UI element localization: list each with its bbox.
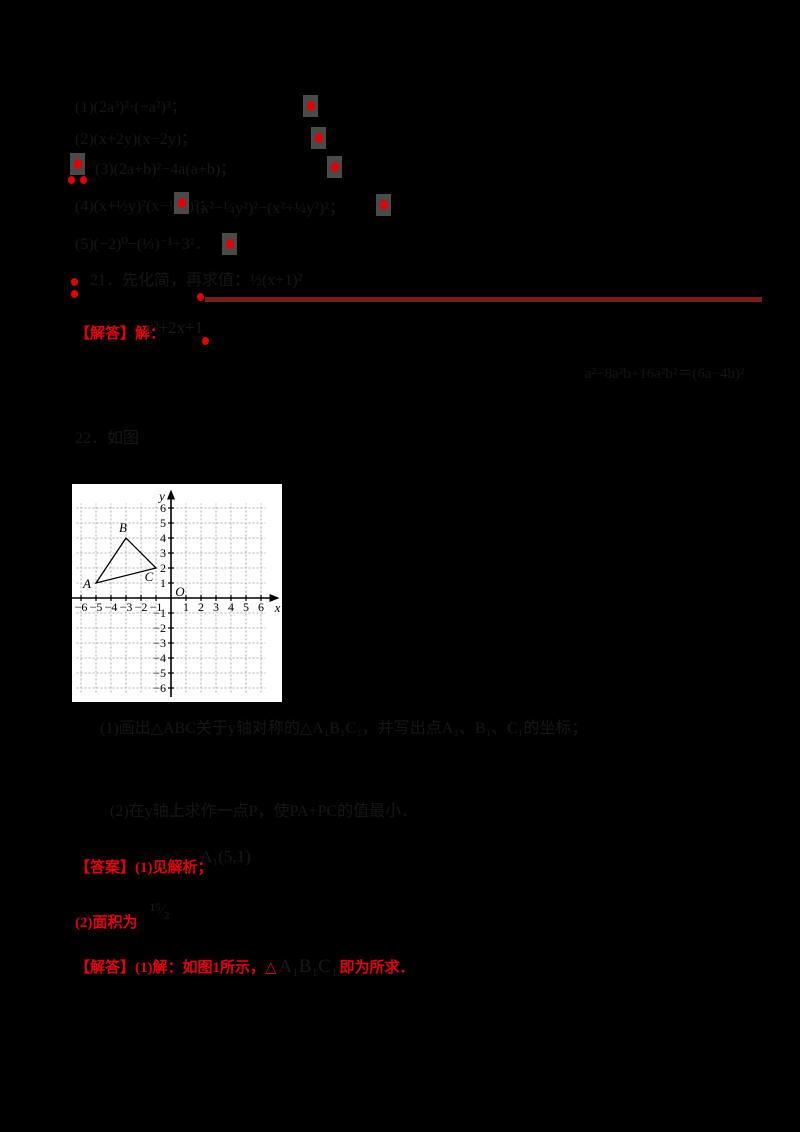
answer-dot-icon <box>306 101 315 111</box>
answer-dot-icon <box>379 200 388 210</box>
svg-text:−4: −4 <box>105 600 118 614</box>
solution-label: 【解答】解： <box>75 326 166 342</box>
answer-blank-line <box>205 297 762 302</box>
answer-line-3: 【解答】(1)解：如图1所示，△ A₁B₁C₁ 即为所求． <box>75 956 415 978</box>
answer-dot-icon <box>71 278 78 286</box>
answer-dot-box-3 <box>327 156 342 178</box>
svg-text:B: B <box>119 520 127 535</box>
svg-text:2: 2 <box>198 600 204 614</box>
svg-text:2: 2 <box>160 561 166 575</box>
solution-math: x²+2x+1 <box>145 318 204 337</box>
svg-text:x: x <box>274 600 281 615</box>
answer-dot-icon <box>68 176 75 184</box>
svg-text:−1: −1 <box>150 600 163 614</box>
problem-line-6: 21．先化简，再求值：½(x+1)² <box>90 272 303 289</box>
problem-line-4a: (4)(x+½y)²(x−½y)²； <box>75 198 215 215</box>
svg-text:O: O <box>175 584 185 599</box>
answer-dot-icon <box>73 159 82 169</box>
question-22-heading: 22．如图 <box>75 430 140 447</box>
svg-text:y: y <box>157 489 165 504</box>
answer-dot-icon <box>197 293 204 301</box>
svg-text:−1: −1 <box>153 606 166 620</box>
question-22-part-2: (2)在y轴上求作一点P，使PA+PC的值最小． <box>110 803 418 820</box>
svg-text:5: 5 <box>243 600 249 614</box>
answer-dot-icon <box>330 162 339 172</box>
svg-text:−6: −6 <box>75 600 88 614</box>
answer-line-3-red-suffix: 即为所求． <box>339 960 415 976</box>
answer-dot-icon <box>314 133 323 143</box>
answer-dot-icon <box>71 290 78 298</box>
answer-dot-box-3-left <box>70 153 85 175</box>
svg-text:−2: −2 <box>135 600 148 614</box>
answer-dot-icon <box>177 198 186 208</box>
svg-text:6: 6 <box>258 600 264 614</box>
problem-line-3: (3)(2a+b)²−4a(a+b)； <box>95 161 237 178</box>
svg-text:C: C <box>145 569 154 584</box>
problem-line-5: (5)(−2)⁰−(⅓)⁻¹+3²． <box>75 236 211 253</box>
svg-text:−3: −3 <box>120 600 133 614</box>
answer-line-2-red: (2)面积为 <box>75 915 138 931</box>
answer-line-3-red-prefix: 【解答】(1)解：如图1所示，△ <box>75 960 277 976</box>
svg-text:3: 3 <box>213 600 219 614</box>
svg-text:−5: −5 <box>90 600 103 614</box>
answer-dot-box-5 <box>222 233 237 255</box>
svg-text:−6: −6 <box>153 681 166 695</box>
red-period-dot <box>202 337 209 345</box>
svg-text:−5: −5 <box>153 666 166 680</box>
svg-text:4: 4 <box>228 600 234 614</box>
answer-line-3-math: A₁B₁C₁ <box>278 956 338 977</box>
answer-line-1-red: 【答案】(1)见解析； <box>75 860 213 876</box>
answer-dot-icon <box>80 176 87 184</box>
svg-text:1: 1 <box>160 576 166 590</box>
problem-line-1: (1)(2a³)²·(−a²)³； <box>75 99 187 116</box>
problem-line-4b: (x²−¼y²)²−(x²+¼y²)²； <box>196 200 346 217</box>
side-formula: a²−8a²b+16a²b²＝(6a−4b)² <box>585 366 745 382</box>
answer-line-1-math: A₁(5,1) <box>200 847 251 866</box>
svg-text:−4: −4 <box>153 651 166 665</box>
answer-dot-box-2 <box>311 127 326 149</box>
svg-text:3: 3 <box>160 546 166 560</box>
svg-text:−3: −3 <box>153 636 166 650</box>
triangle-abc-graph: −6 −5 −4 −3 −2 −1 1 2 3 4 5 6−6−5−4−3−2−1123456yxOA… <box>72 489 281 697</box>
answer-line-2-math: ¹⁵⁄₂ <box>150 900 170 919</box>
svg-text:1: 1 <box>183 600 189 614</box>
svg-text:6: 6 <box>160 501 166 515</box>
question-22-part-1: (1)画出△ABC关于y轴对称的△A₁B₁C₁，并写出点A₁、B₁、C₁的坐标； <box>100 720 588 737</box>
svg-text:4: 4 <box>160 531 166 545</box>
answer-dot-box-4a <box>174 192 189 214</box>
answer-dot-box-4b <box>376 194 391 216</box>
svg-text:−2: −2 <box>153 621 166 635</box>
svg-text:5: 5 <box>160 516 166 530</box>
coordinate-plane-figure: −6 −5 −4 −3 −2 −1 1 2 3 4 5 6 −6 −5 −4 −3 −2 −1 1 2 3 4 5 6 y x O A… <box>72 484 282 702</box>
answer-dot-box-1 <box>303 95 318 117</box>
answer-dot-icon <box>225 239 234 249</box>
svg-text:A: A <box>82 576 91 591</box>
problem-line-2: (2)(x+2y)(x−2y)； <box>75 131 198 148</box>
